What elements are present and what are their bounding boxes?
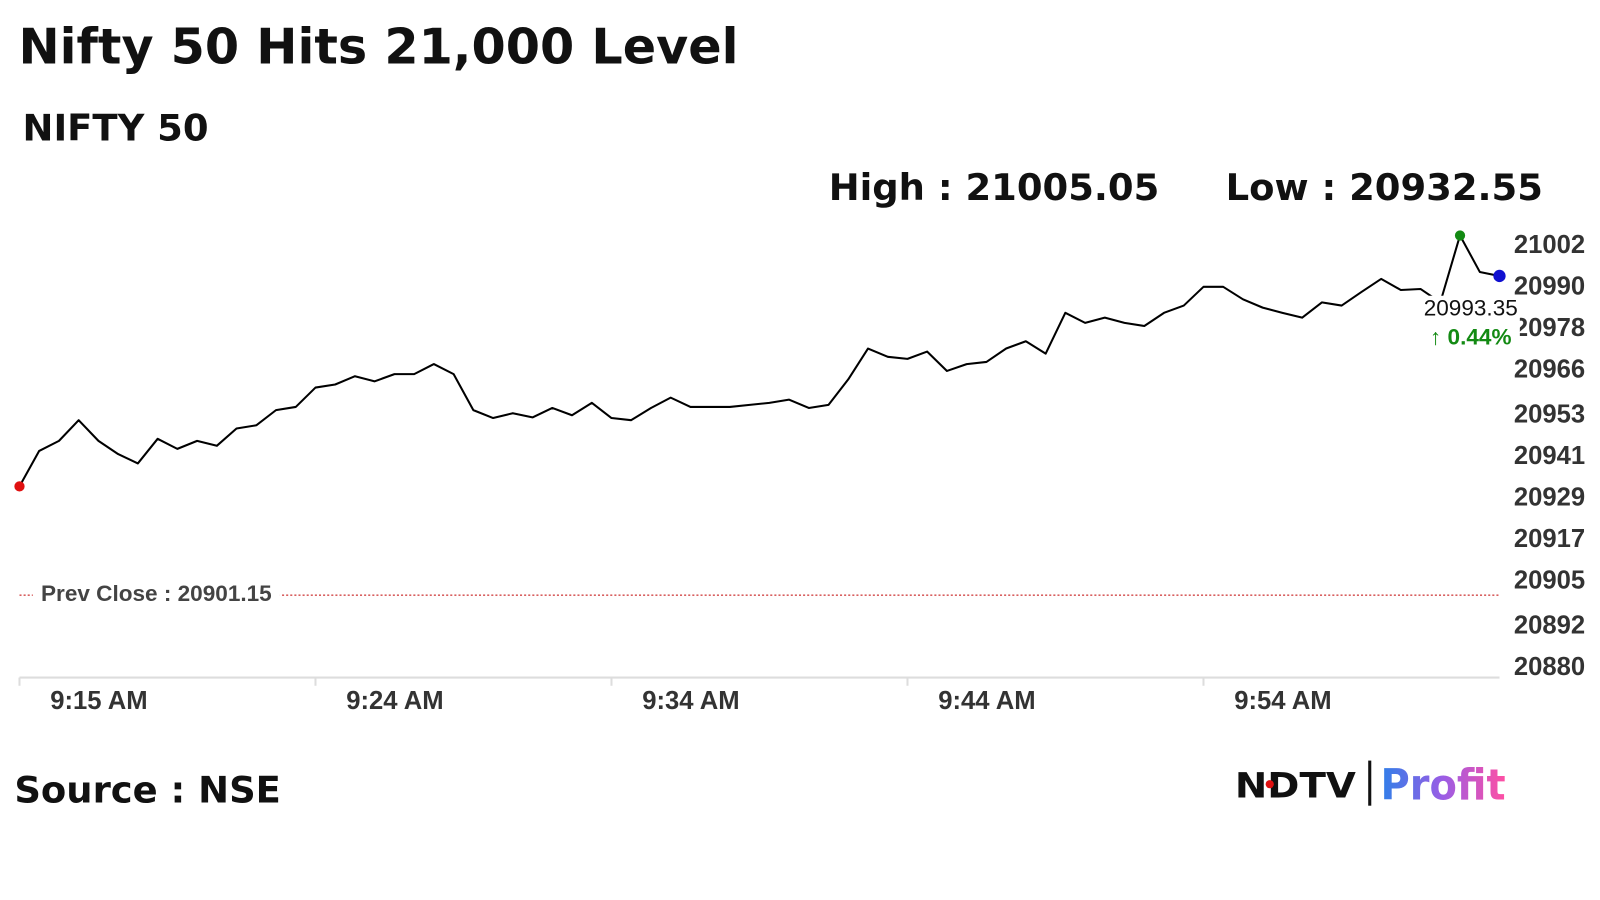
subtitle: NIFTY 50 [23, 106, 209, 149]
y-tick-label: 20892 [1514, 612, 1585, 640]
change-value: 0.44% [1448, 324, 1512, 349]
y-tick-label: 20941 [1514, 442, 1585, 470]
y-tick-label: 21002 [1514, 231, 1585, 259]
high-label: High : [829, 166, 953, 209]
x-tick-label: 9:15 AM [50, 687, 147, 715]
prev-close-label: Prev Close : [41, 581, 171, 606]
y-tick-label: 20880 [1514, 653, 1585, 681]
low-value: 20932.55 [1349, 166, 1543, 209]
y-tick-label: 20905 [1514, 567, 1585, 595]
low-marker [14, 481, 25, 492]
change-label: ↑ 0.44% [1430, 324, 1512, 349]
logo-product: Profit [1381, 761, 1506, 811]
last-value-label: 20993.35 [1424, 296, 1518, 321]
high-stat: High : 21005.05 [829, 166, 1160, 209]
y-tick-label: 20990 [1514, 272, 1585, 300]
prev-close-label-bg [32, 581, 280, 607]
prev-close-value: 20901.15 [178, 581, 272, 606]
prev-close-annotation: Prev Close : 20901.15 [41, 581, 272, 606]
change-arrow: ↑ [1430, 324, 1448, 349]
source: Source : NSE [14, 769, 281, 812]
x-tick-label: 9:34 AM [642, 687, 739, 715]
x-tick-label: 9:54 AM [1234, 687, 1331, 715]
low-stat: Low : 20932.55 [1226, 166, 1543, 209]
y-tick-label: 20978 [1514, 314, 1585, 342]
high-marker [1454, 230, 1466, 241]
last-value-bg [1421, 295, 1520, 350]
y-tick-label: 20953 [1514, 400, 1585, 428]
logo: NDTV Profit [1235, 761, 1506, 811]
y-tick-label: 20929 [1514, 483, 1585, 511]
price-line [18, 234, 1500, 487]
chart-title: Nifty 50 Hits 21,000 Level [18, 18, 738, 76]
logo-dot [1265, 780, 1274, 789]
low-label: Low : [1226, 166, 1337, 209]
y-tick-label: 20966 [1514, 355, 1585, 383]
high-value: 21005.05 [965, 166, 1159, 209]
logo-brand: NDTV [1235, 767, 1356, 807]
y-tick-label: 20917 [1514, 525, 1585, 553]
x-tick-label: 9:44 AM [938, 687, 1035, 715]
logo-divider [1368, 760, 1372, 806]
last-marker [1493, 269, 1506, 283]
x-tick-label: 9:24 AM [346, 687, 443, 715]
